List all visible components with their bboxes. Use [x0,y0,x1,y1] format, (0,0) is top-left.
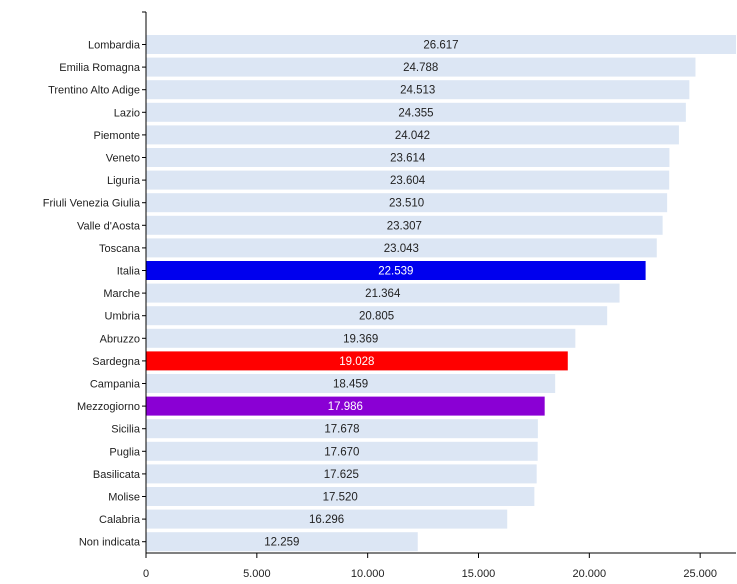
category-label-19: Basilicata [93,469,141,481]
value-label-19: 17.625 [324,469,359,481]
category-label-21: Calabria [99,514,141,526]
category-label-13: Abruzzo [100,333,140,345]
category-label-7: Friuli Venezia Giulia [43,198,141,210]
bar-13 [146,328,576,348]
value-label-20: 17.520 [323,492,358,504]
x-tick-label-5: 25.000 [683,568,717,580]
x-tick-label-4: 20.000 [572,568,606,580]
value-label-11: 21.364 [365,288,401,300]
value-label-3: 24.355 [398,107,433,119]
x-tick-label-0: 0 [143,568,149,580]
category-label-4: Piemonte [94,130,140,142]
bar-3 [146,102,686,122]
category-label-10: Italia [117,266,141,278]
bar-0 [146,35,736,54]
bar-20 [146,487,535,506]
value-label-2: 24.513 [400,85,435,97]
bar-5 [146,148,670,167]
bar-14 [146,351,568,371]
value-label-17: 17.678 [324,424,359,436]
category-label-1: Emilia Romagna [59,62,141,74]
x-tick-label-2: 10.000 [351,568,385,580]
category-label-15: Campania [90,379,141,391]
value-label-14: 19.028 [339,356,374,368]
category-label-18: Puglia [109,446,140,458]
bar-19 [146,464,537,484]
bar-1 [146,57,696,77]
value-label-18: 17.670 [324,446,359,458]
x-tick-label-1: 5.000 [243,568,271,580]
bar-8 [146,215,663,235]
bar-10 [146,261,646,280]
value-label-6: 23.604 [390,175,426,187]
bars-layer [146,35,736,552]
category-label-5: Veneto [106,153,140,165]
value-label-12: 20.805 [359,311,394,323]
category-label-22: Non indicata [79,537,141,549]
x-ticks-layer: 0 5.000 10.000 15.000 20.000 25.000 [143,553,717,580]
bar-15 [146,374,556,393]
bar-18 [146,441,538,461]
category-label-9: Toscana [99,243,141,255]
x-tick-label-3: 15.000 [462,568,496,580]
bar-2 [146,80,690,100]
bar-4 [146,125,679,145]
bar-21 [146,509,508,529]
bar-12 [146,306,608,326]
value-label-5: 23.614 [390,153,426,165]
value-label-21: 16.296 [309,514,344,526]
category-label-0: Lombardia [88,40,141,52]
value-label-4: 24.042 [395,130,430,142]
category-label-14: Sardegna [92,356,141,368]
bar-17 [146,419,538,439]
category-label-20: Molise [108,492,140,504]
value-label-10: 22.539 [378,266,413,278]
value-label-16: 17.986 [328,401,363,413]
bar-9 [146,238,657,258]
category-label-3: Lazio [114,107,140,119]
bar-22 [146,532,418,552]
value-label-7: 23.510 [389,198,424,210]
value-label-0: 26.617 [423,40,458,52]
category-label-11: Marche [103,288,140,300]
value-label-1: 24.788 [403,62,438,74]
bar-11 [146,283,620,303]
category-label-8: Valle d'Aosta [77,220,141,232]
axes-layer [145,12,736,554]
category-label-17: Sicilia [111,424,141,436]
category-label-16: Mezzogiorno [77,401,140,413]
category-label-6: Liguria [107,175,141,187]
category-label-12: Umbria [105,311,141,323]
labels-layer: Lombardia 26.617 Emilia Romagna 24.788 Trent… [43,11,459,549]
bar-7 [146,193,668,213]
bar-6 [146,170,670,190]
value-label-22: 12.259 [264,537,299,549]
value-label-15: 18.459 [333,379,368,391]
value-label-13: 19.369 [343,333,378,345]
bar-16 [146,396,545,416]
value-label-8: 23.307 [387,220,422,232]
category-label-2: Trentino Alto Adige [48,85,140,97]
value-label-9: 23.043 [384,243,419,255]
